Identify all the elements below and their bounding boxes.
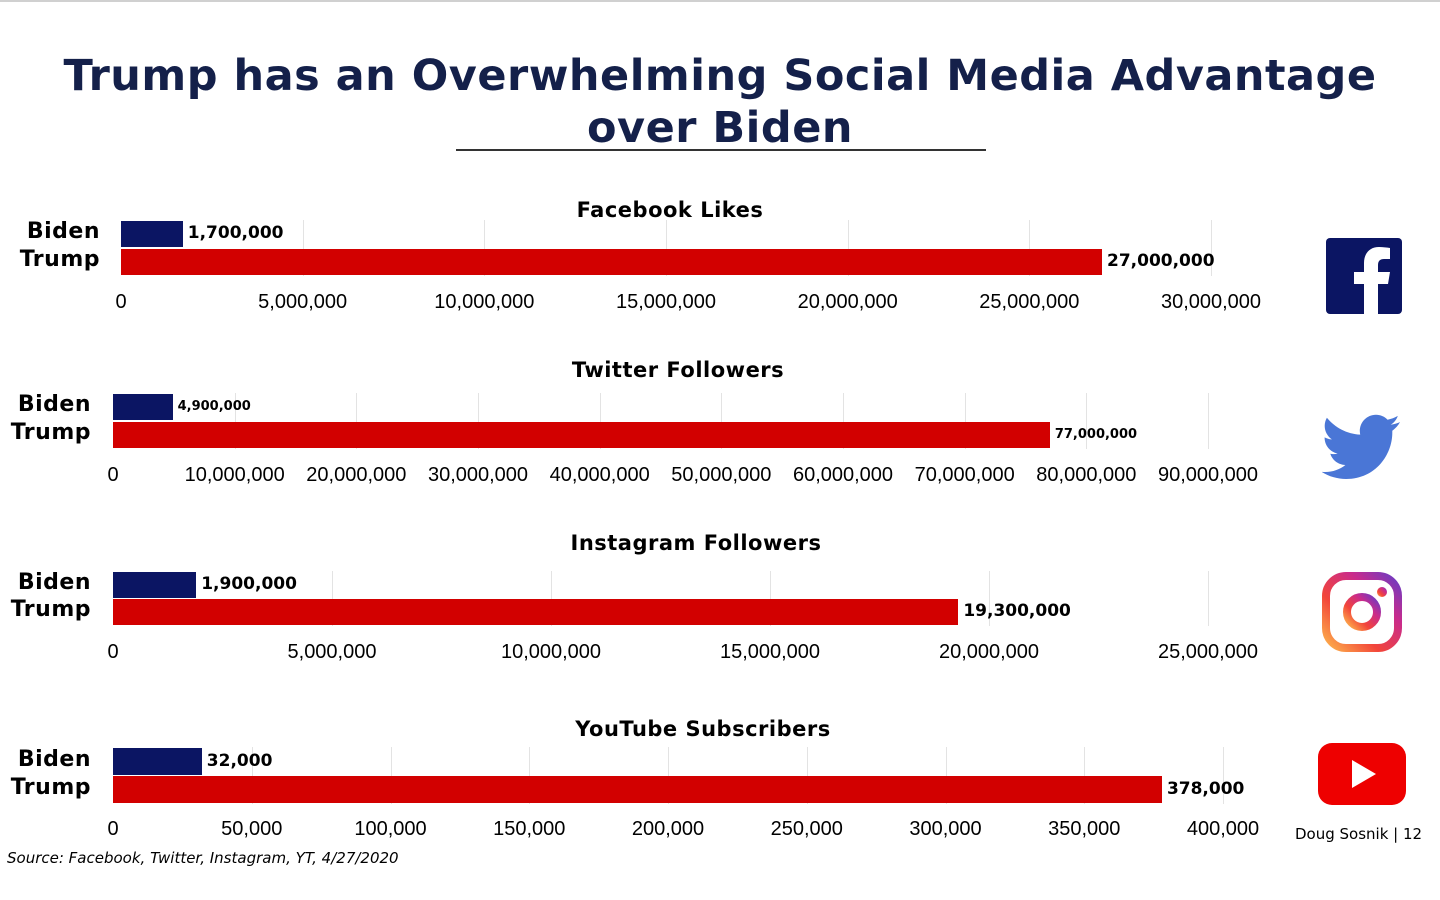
bar-trump [113, 776, 1162, 803]
value-label-biden: 1,700,000 [187, 223, 284, 244]
chart-title: Twitter Followers [571, 358, 785, 382]
tick-label: 50,000 [221, 818, 283, 840]
value-label-trump: 19,300,000 [963, 601, 1071, 622]
gridline [1029, 220, 1030, 276]
gridline [1223, 747, 1224, 804]
category-label-trump: Trump [19, 247, 100, 272]
tick-label: 25,000,000 [1157, 641, 1259, 663]
value-label-trump: 77,000,000 [1054, 426, 1138, 442]
gridline [1208, 393, 1209, 449]
gridline [1086, 393, 1087, 449]
bar-biden [113, 572, 197, 598]
tick-label: 150,000 [493, 818, 566, 840]
gridline [721, 393, 722, 449]
gridline [478, 393, 479, 449]
tick-label: 5,000,000 [287, 641, 377, 663]
tick-label: 90,000,000 [1157, 464, 1259, 486]
bar-biden [113, 394, 173, 420]
gridline [668, 747, 669, 804]
tick-label: 400,000 [1186, 818, 1260, 840]
instagram-icon [1322, 572, 1402, 652]
gridline [666, 220, 667, 276]
tick-label: 15,000,000 [719, 641, 821, 663]
gridline [1208, 571, 1209, 626]
gridline [989, 571, 990, 626]
tick-label: 80,000,000 [1036, 464, 1137, 486]
gridline [770, 571, 771, 626]
title-line-1: Trump has an Overwhelming Social Media A… [63, 51, 1377, 101]
chart-title: Instagram Followers [570, 531, 822, 555]
gridline [252, 747, 253, 804]
tick-label: 25,000,000 [979, 291, 1080, 313]
tick-label: 100,000 [354, 818, 427, 840]
bar-trump [121, 249, 1102, 275]
gridline [303, 220, 304, 276]
twitter-icon [1322, 414, 1400, 479]
tick-label: 300,000 [909, 818, 982, 840]
gridline [848, 220, 849, 276]
bar-biden [121, 221, 183, 247]
gridline [946, 747, 947, 804]
title-line-2: over Biden [587, 103, 853, 153]
category-label-biden: Biden [26, 219, 100, 244]
gridline [391, 747, 392, 804]
tick-label: 0 [107, 641, 119, 663]
category-label-trump: Trump [10, 774, 91, 800]
gridline [807, 747, 808, 804]
category-label-trump: Trump [10, 420, 91, 445]
category-label-biden: Biden [17, 392, 91, 417]
source-note: Source: Facebook, Twitter, Instagram, YT… [7, 849, 399, 867]
tick-label: 50,000,000 [671, 464, 772, 486]
value-label-biden: 32,000 [206, 750, 273, 771]
tick-label: 70,000,000 [914, 464, 1015, 486]
tick-label: 15,000,000 [615, 291, 717, 313]
gridline [235, 393, 236, 449]
footer-credit: Doug Sosnik | 12 [1295, 825, 1423, 843]
facebook-icon [1326, 238, 1402, 314]
bar-trump [113, 422, 1050, 448]
gridline [484, 220, 485, 276]
youtube-icon [1318, 743, 1406, 805]
value-label-biden: 4,900,000 [177, 398, 251, 414]
tick-label: 20,000,000 [797, 291, 898, 313]
gridline [843, 393, 844, 449]
page-title: Trump has an Overwhelming Social Media A… [0, 50, 1440, 154]
value-label-trump: 27,000,000 [1107, 251, 1215, 272]
category-label-biden: Biden [17, 570, 91, 595]
gridline [600, 393, 601, 449]
tick-label: 30,000,000 [427, 464, 529, 486]
top-border [0, 0, 1440, 2]
category-label-trump: Trump [10, 597, 91, 622]
tick-label: 10,000,000 [434, 291, 535, 313]
gridline [529, 747, 530, 804]
tick-label: 0 [107, 818, 119, 840]
tick-label: 10,000,000 [500, 641, 602, 663]
gridline [356, 393, 357, 449]
tick-label: 20,000,000 [306, 464, 407, 486]
value-label-biden: 1,900,000 [201, 574, 297, 595]
tick-label: 30,000,000 [1160, 291, 1262, 313]
tick-label: 20,000,000 [938, 641, 1040, 663]
chart-title: YouTube Subscribers [575, 717, 831, 741]
tick-label: 40,000,000 [549, 464, 650, 486]
gridline [1211, 220, 1212, 276]
tick-label: 10,000,000 [184, 464, 285, 486]
gridline [332, 571, 333, 626]
tick-label: 200,000 [631, 818, 705, 840]
tick-label: 5,000,000 [258, 291, 348, 313]
tick-label: 60,000,000 [792, 464, 894, 486]
bar-trump [113, 599, 959, 625]
tick-label: 0 [107, 464, 119, 486]
value-label-trump: 378,000 [1166, 778, 1245, 799]
gridline [965, 393, 966, 449]
chart-title: Facebook Likes [576, 198, 764, 222]
gridline [1084, 747, 1085, 804]
gridline [551, 571, 552, 626]
title-underline [456, 149, 986, 151]
category-label-biden: Biden [17, 746, 91, 772]
tick-label: 0 [115, 291, 127, 313]
tick-label: 250,000 [770, 818, 843, 840]
tick-label: 350,000 [1048, 818, 1121, 840]
bar-biden [113, 748, 202, 775]
